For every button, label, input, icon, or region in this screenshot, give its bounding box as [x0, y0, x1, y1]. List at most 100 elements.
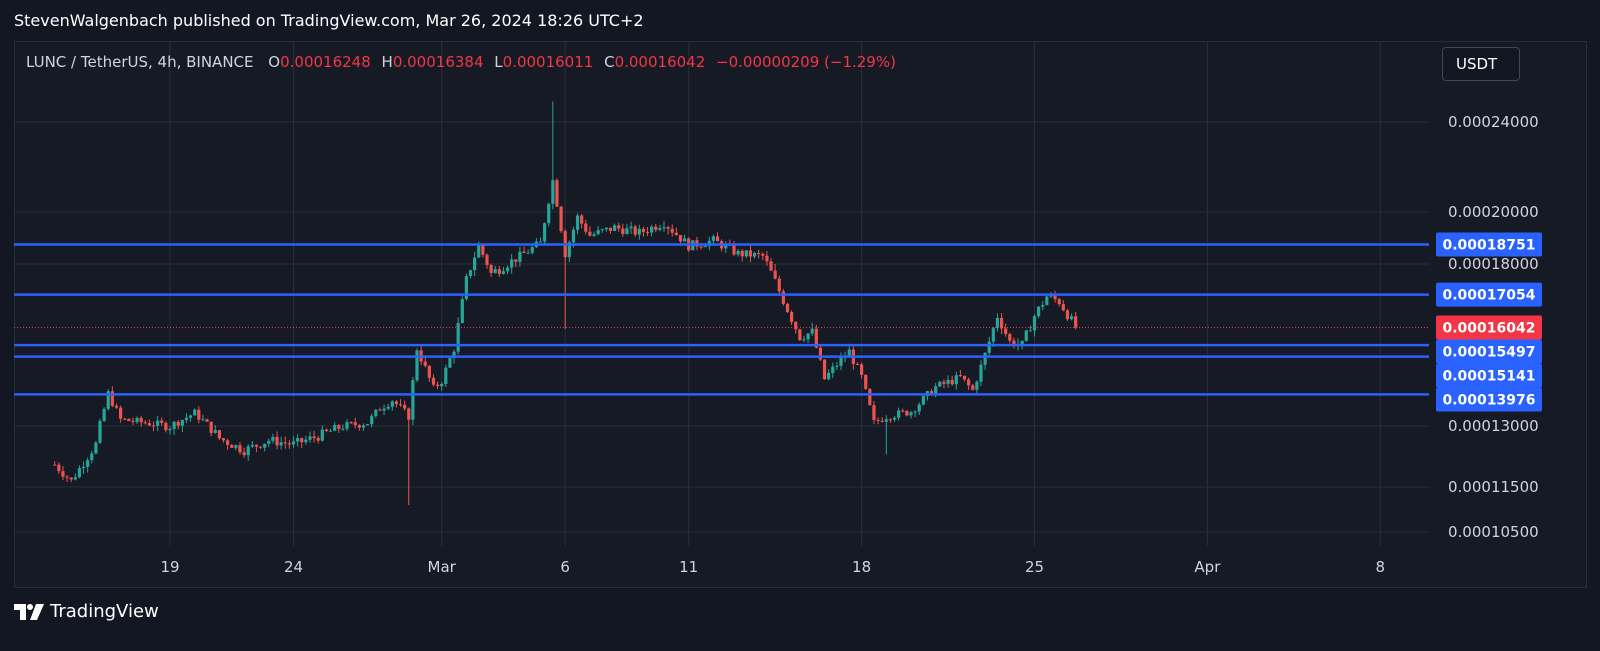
candle-body	[814, 328, 818, 348]
candle-body	[514, 259, 518, 262]
candle-body	[361, 425, 366, 428]
candle	[94, 440, 98, 455]
candle-body	[715, 236, 720, 242]
price-chart[interactable]: 0.00024000 0.00020000 0.00018000 0.00013000…	[14, 41, 1587, 588]
candle	[909, 410, 913, 419]
candle-body	[57, 464, 61, 472]
candle-body	[617, 225, 621, 229]
candle	[608, 227, 613, 234]
candle-body	[164, 422, 168, 431]
candle	[822, 359, 827, 380]
candle-body	[736, 250, 740, 255]
candle-body	[283, 442, 287, 444]
candle-body	[868, 388, 872, 406]
candle-body	[942, 381, 946, 384]
candle-body	[913, 411, 917, 413]
candle-body	[917, 404, 921, 412]
candle-body	[592, 234, 596, 236]
candle	[505, 265, 510, 275]
candle-body	[489, 265, 493, 273]
candle-body	[1045, 296, 1049, 306]
candle	[958, 369, 962, 377]
candle-body	[464, 275, 468, 300]
tradingview-brand[interactable]: TradingView	[14, 601, 159, 622]
candle	[938, 380, 942, 388]
candle	[366, 424, 370, 426]
candle-body	[1037, 306, 1041, 317]
candle-body	[794, 321, 798, 330]
candle	[785, 302, 790, 313]
candle	[234, 444, 238, 451]
candle	[510, 253, 514, 274]
candle	[271, 433, 275, 444]
candle-body	[468, 270, 473, 276]
candle	[349, 421, 353, 424]
candle	[526, 249, 530, 254]
candle-body	[205, 419, 209, 422]
chart-pane[interactable]	[14, 41, 1587, 588]
candle	[164, 421, 168, 433]
candle-body	[485, 254, 489, 266]
candle	[489, 263, 493, 277]
candle-body	[938, 381, 942, 387]
time-axis[interactable]: 19 24 Mar 6 11 18 25 Apr 8	[160, 558, 1385, 576]
candle	[971, 383, 975, 391]
candle	[267, 438, 271, 448]
candle-body	[971, 385, 975, 390]
symbol-title[interactable]: LUNC / TetherUS, 4h, BINANCE	[26, 53, 254, 71]
candle	[481, 243, 485, 258]
candle	[127, 418, 131, 422]
candle	[456, 317, 460, 355]
candle-body	[987, 341, 991, 353]
candle	[57, 462, 61, 475]
candle	[226, 438, 230, 450]
candle-body	[781, 291, 785, 304]
candle-body	[802, 339, 806, 341]
candle-body	[275, 436, 279, 446]
price-tick-label: 0.00018000	[1448, 255, 1539, 273]
candle-body	[662, 227, 666, 229]
candle-body	[876, 419, 880, 421]
candle-body	[209, 421, 213, 433]
candle	[106, 389, 110, 411]
candle-body	[855, 363, 860, 365]
candle	[839, 352, 843, 371]
candle	[353, 417, 357, 429]
candle-body	[543, 223, 547, 242]
candle-body	[160, 420, 164, 423]
candle	[77, 465, 82, 479]
candle-body	[279, 442, 283, 446]
price-axis[interactable]: 0.00024000 0.00020000 0.00018000 0.00013000…	[1448, 113, 1539, 541]
candle-body	[435, 384, 440, 387]
candle	[279, 436, 283, 450]
candle-body	[827, 372, 831, 380]
candle-body	[790, 312, 794, 322]
candle-body	[61, 471, 65, 477]
candle	[884, 415, 888, 455]
currency-button[interactable]: USDT	[1442, 47, 1520, 81]
tradingview-logo-icon	[14, 603, 44, 620]
candle-body	[1004, 328, 1008, 335]
candle-body	[909, 412, 913, 416]
candle	[1032, 314, 1037, 337]
candle-body	[810, 328, 814, 334]
candle-body	[81, 466, 86, 469]
candle-body	[431, 377, 436, 385]
candle	[337, 424, 341, 433]
candle	[1045, 294, 1049, 306]
candle	[407, 407, 411, 505]
price-badge: 0.00017054	[1436, 282, 1542, 307]
candle	[621, 223, 625, 237]
candle-body	[246, 446, 250, 456]
candle-body	[654, 226, 658, 230]
time-tick-label: 6	[560, 558, 570, 576]
candle-body	[1041, 305, 1045, 307]
candle	[901, 408, 905, 413]
candle	[1024, 329, 1028, 342]
candle	[662, 221, 666, 232]
candle	[156, 415, 160, 432]
candle	[485, 253, 489, 269]
candle-body	[234, 445, 238, 448]
candle-body	[119, 407, 123, 419]
candle	[382, 404, 386, 416]
